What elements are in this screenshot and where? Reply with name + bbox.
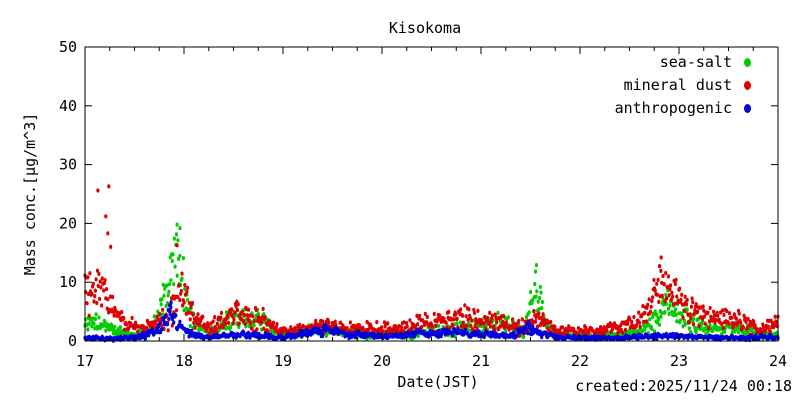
x-tick-label: 23 [670,352,688,370]
y-tick-label: 0 [68,332,77,350]
y-tick-label: 10 [59,273,77,291]
legend-item-mineral-dust: mineral dust [624,74,751,96]
legend-item-anthropogenic: anthropogenic [615,97,751,119]
x-tick-label: 18 [175,352,193,370]
x-axis-label: Date(JST) [397,373,479,391]
chart-title: Kisokoma [388,19,462,37]
sea-salt-point-icon [744,57,751,67]
legend-label-mineral-dust: mineral dust [623,76,732,94]
y-tick-label: 50 [59,38,77,56]
legend-label-sea-salt: sea-salt [659,53,732,71]
x-tick-label: 22 [571,352,589,370]
legend-item-sea-salt: sea-salt [660,51,751,73]
y-tick-label: 40 [59,97,77,115]
y-tick-label: 20 [59,214,77,232]
series-points-1 [83,184,780,341]
x-tick-label: 24 [769,352,787,370]
created-timestamp: created:2025/11/24 00:18 [575,377,792,395]
mineral-dust-point-icon [744,80,751,90]
y-tick-label: 30 [59,156,77,174]
legend-label-anthropogenic: anthropogenic [614,99,732,117]
series-points-2 [83,300,780,343]
x-tick-label: 21 [472,352,490,370]
x-tick-label: 19 [274,352,292,370]
x-tick-label: 17 [76,352,94,370]
anthropogenic-point-icon [744,103,751,113]
x-tick-label: 20 [373,352,391,370]
